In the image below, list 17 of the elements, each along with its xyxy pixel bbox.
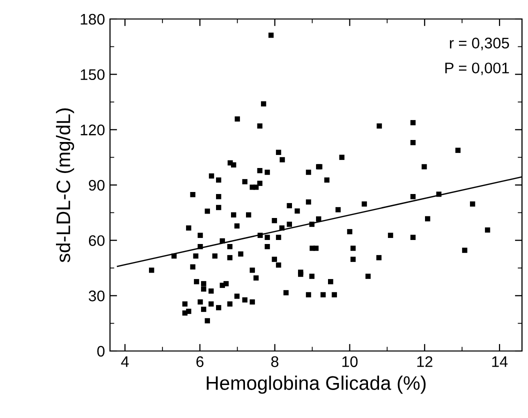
y-tick-label: 150	[80, 69, 105, 80]
x-tick-label: 12	[417, 356, 432, 367]
y-tick-label: 90	[88, 180, 105, 191]
x-tick-label: 14	[492, 356, 508, 367]
y-tick-label: 30	[88, 290, 105, 302]
x-tick-label: 6	[196, 356, 204, 368]
x-tick-label: 4	[121, 356, 129, 367]
y-tick-label: 120	[80, 124, 105, 136]
y-axis-title: sd-LDL-C (mg/dL)	[56, 108, 74, 262]
x-axis-title: Hemoglobina Glicada (%)	[206, 376, 426, 394]
annotation: r = 0,305	[450, 38, 510, 50]
annotation: P = 0,001	[445, 62, 509, 76]
y-tick-label: 0	[97, 346, 105, 357]
x-tick-label: 8	[271, 356, 278, 368]
y-tick-label: 60	[88, 235, 105, 246]
y-tick-label: 180	[80, 14, 105, 25]
x-tick-label: 10	[342, 356, 358, 368]
